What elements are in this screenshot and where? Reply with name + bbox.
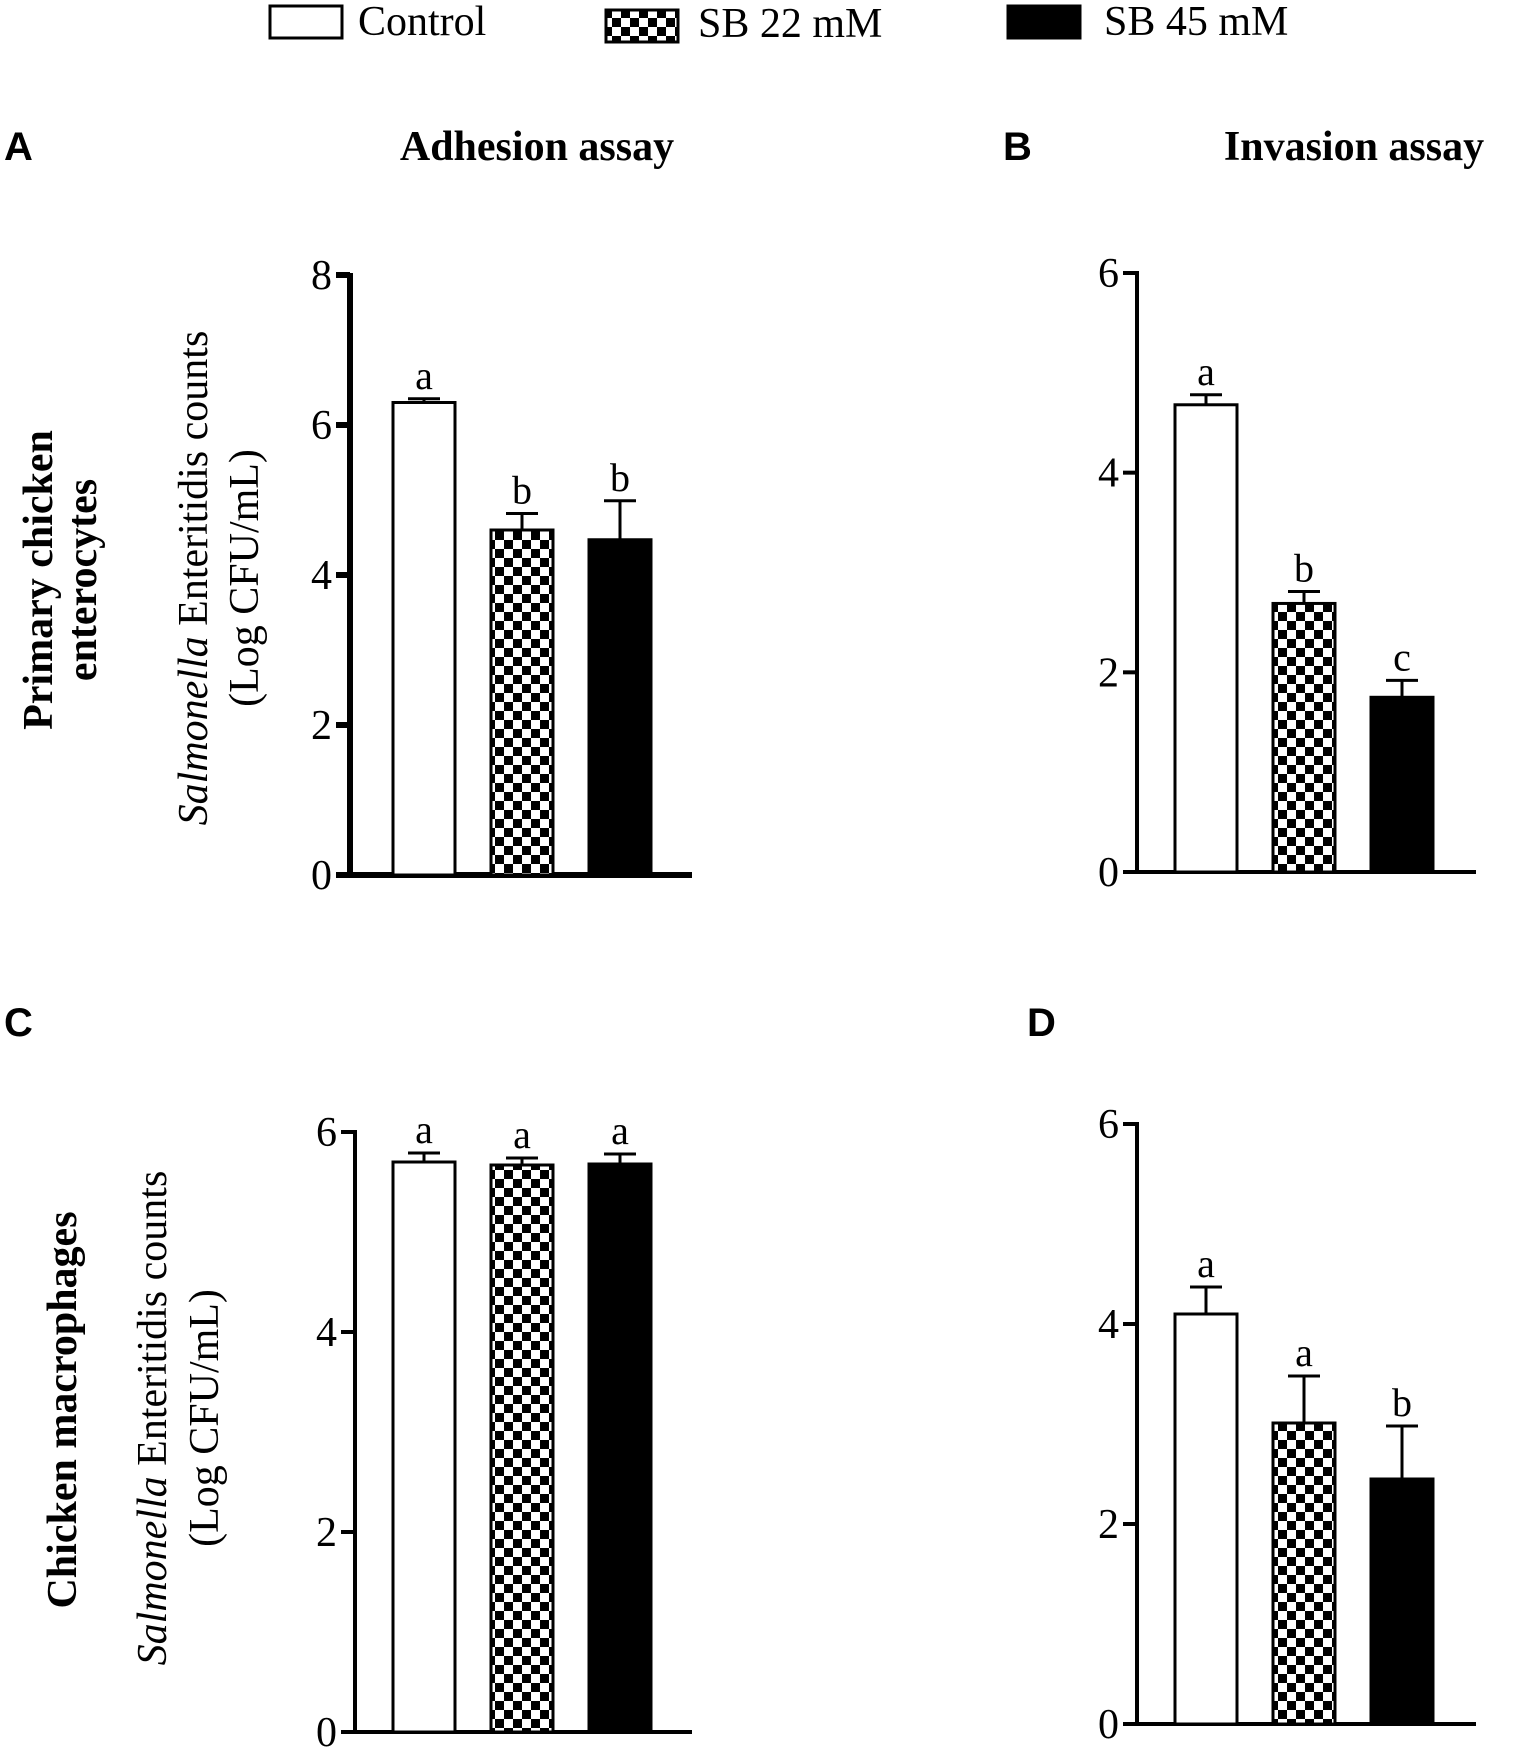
panel-letter-c: C <box>4 1001 33 1045</box>
y-tick-label-c-3: 6 <box>316 1110 337 1156</box>
bar-c-sb22 <box>489 1163 555 1734</box>
significance-label-b-control: a <box>1197 349 1215 394</box>
y-tick-label-d-2: 4 <box>1098 1302 1119 1348</box>
significance-label-c-sb22: a <box>513 1112 531 1157</box>
panel-letter-a: A <box>4 125 33 169</box>
y-tick-label-a-3: 6 <box>311 403 332 449</box>
y-tick-label-c-1: 2 <box>316 1510 337 1556</box>
bar-d-control <box>1173 1312 1239 1726</box>
chart-panel-a: 0 2 4 6 8 a b b <box>311 253 692 899</box>
legend-item-sb22: SB 22 mM <box>604 1 882 47</box>
bar-a-sb22 <box>489 528 555 877</box>
significance-label-d-control: a <box>1197 1241 1215 1286</box>
legend: Control SB 22 mM SB 45 mM <box>268 0 1288 47</box>
legend-swatch-control <box>268 4 344 40</box>
bar-b-control <box>1173 403 1239 874</box>
legend-label-control: Control <box>358 0 486 45</box>
y-tick-label-d-0: 0 <box>1098 1702 1119 1748</box>
bar-d-sb45 <box>1369 1477 1435 1726</box>
significance-label-a-sb45: b <box>610 455 630 500</box>
legend-label-sb22: SB 22 mM <box>698 1 882 47</box>
bar-c-sb45 <box>587 1162 653 1734</box>
row-label-bottom: Chicken macrophages <box>40 1211 86 1608</box>
significance-label-b-sb45: c <box>1393 634 1411 679</box>
significance-label-a-control: a <box>415 353 433 398</box>
y-tick-label-b-2: 4 <box>1098 451 1119 497</box>
significance-label-d-sb45: b <box>1392 1380 1412 1425</box>
bar-a-sb45 <box>587 538 653 877</box>
bar-b-sb22 <box>1271 601 1337 874</box>
row-label-top-line1: Primary chicken <box>16 430 62 730</box>
y-tick-label-d-1: 2 <box>1098 1502 1119 1548</box>
significance-label-c-control: a <box>415 1107 433 1152</box>
y-tick-label-b-1: 2 <box>1098 650 1119 696</box>
y-axis-title-top-line1: Salmonella Enteritidis counts <box>171 331 217 826</box>
title-adhesion: Adhesion assay <box>400 124 674 170</box>
row-label-top-line2: enterocytes <box>60 479 106 681</box>
legend-swatch-sb22 <box>604 8 680 44</box>
y-tick-label-b-3: 6 <box>1098 251 1119 297</box>
y-tick-label-a-1: 2 <box>311 703 332 749</box>
legend-label-sb45: SB 45 mM <box>1104 0 1288 45</box>
y-tick-label-d-3: 6 <box>1098 1102 1119 1148</box>
chart-panel-c: 0 2 4 6 a a a <box>316 1107 692 1748</box>
panel-letter-d: D <box>1027 1001 1056 1045</box>
legend-item-sb45: SB 45 mM <box>1006 0 1288 45</box>
bar-c-control <box>391 1160 457 1734</box>
title-invasion: Invasion assay <box>1224 124 1484 170</box>
y-axis-title-bottom-line2: (Log CFU/mL) <box>182 1289 228 1547</box>
y-tick-label-a-2: 4 <box>311 553 332 599</box>
panel-letter-b: B <box>1003 125 1032 169</box>
y-axis-title-top-line2: (Log CFU/mL) <box>222 449 268 707</box>
y-tick-label-b-0: 0 <box>1098 850 1119 896</box>
y-tick-label-a-0: 0 <box>311 853 332 899</box>
significance-label-a-sb22: b <box>512 468 532 513</box>
significance-label-d-sb22: a <box>1295 1330 1313 1375</box>
legend-item-control: Control <box>268 0 486 45</box>
significance-label-c-sb45: a <box>611 1108 629 1153</box>
bar-d-sb22 <box>1271 1421 1337 1726</box>
legend-swatch-sb45 <box>1006 4 1082 40</box>
bar-b-sb45 <box>1369 695 1435 874</box>
chart-panel-d: 0 2 4 6 a a b <box>1098 1102 1476 1748</box>
y-tick-label-a-4: 8 <box>311 253 332 299</box>
chart-panel-b: 0 2 4 6 a b c <box>1098 251 1476 896</box>
y-axis-title-bottom-line1: Salmonella Enteritidis counts <box>130 1171 176 1666</box>
y-tick-label-c-2: 4 <box>316 1310 337 1356</box>
y-tick-label-c-0: 0 <box>316 1710 337 1748</box>
significance-label-b-sb22: b <box>1294 545 1314 590</box>
bar-a-control <box>391 401 457 877</box>
